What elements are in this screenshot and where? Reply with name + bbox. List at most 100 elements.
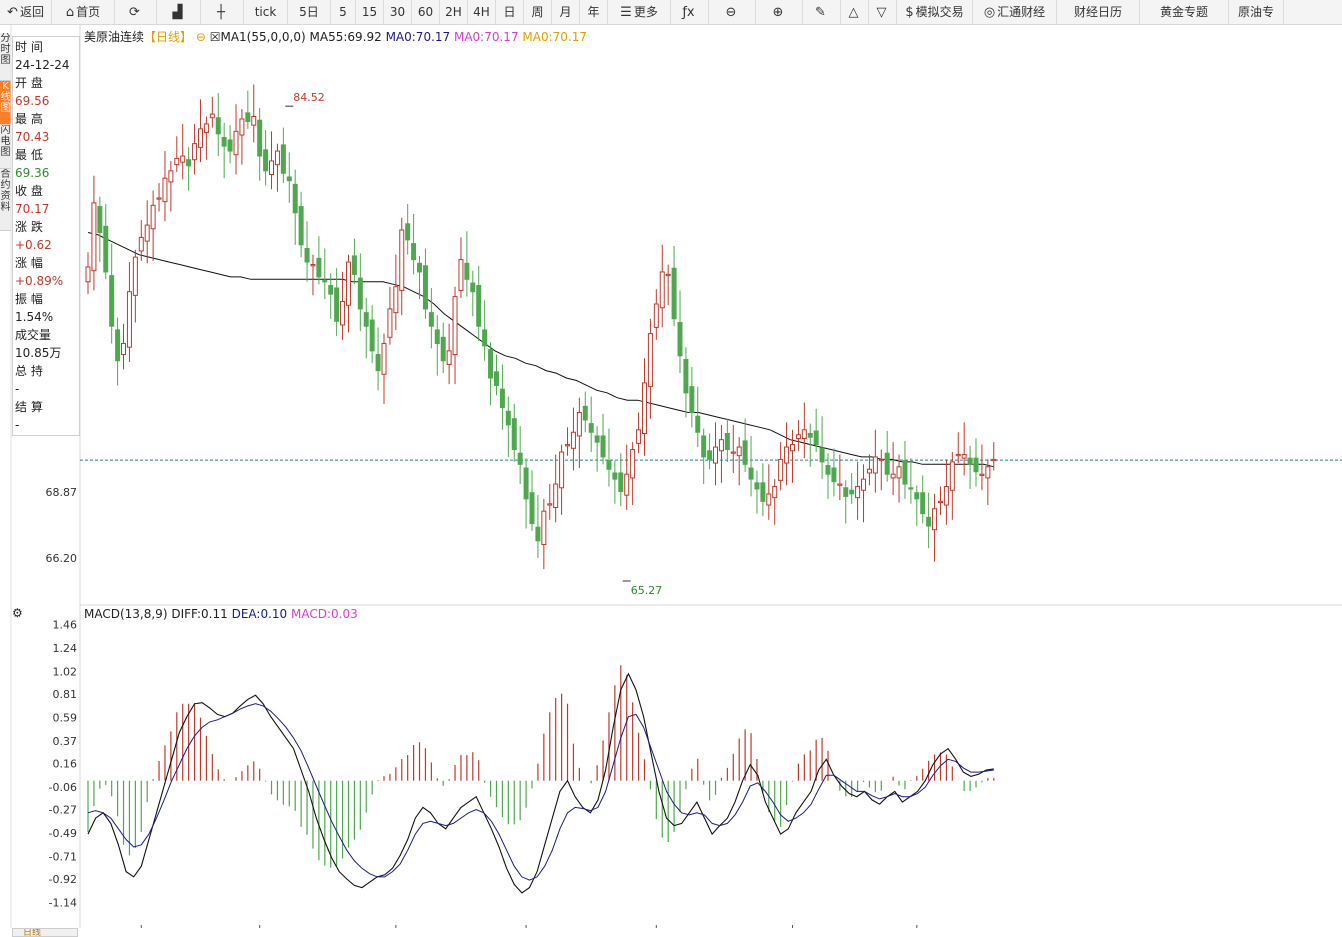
info-label: 最 低 bbox=[15, 148, 43, 162]
settings-icon[interactable]: ⊖ bbox=[192, 30, 210, 44]
macd-tick-label: -0.92 bbox=[49, 873, 77, 886]
candle-body bbox=[121, 342, 127, 356]
period-60[interactable]: 60 bbox=[412, 0, 440, 24]
candle-body bbox=[239, 118, 245, 136]
period-5[interactable]: 5 bbox=[331, 0, 356, 24]
info-value: +0.62 bbox=[15, 238, 52, 252]
zoom-in-icon: ⊕ bbox=[772, 5, 784, 20]
candle-body bbox=[689, 386, 695, 414]
macd-tick-label: -0.06 bbox=[49, 781, 77, 794]
candle-body bbox=[499, 388, 505, 409]
candle-body bbox=[470, 282, 476, 293]
candle-body bbox=[535, 526, 541, 542]
period-2h[interactable]: 2H bbox=[440, 0, 468, 24]
candle-body bbox=[493, 371, 499, 386]
back-button[interactable]: ↶ 返回 bbox=[0, 0, 52, 24]
candle-body bbox=[641, 382, 647, 434]
candle-body bbox=[872, 456, 878, 474]
period-week[interactable]: 周 bbox=[524, 0, 552, 24]
macd-tick-label: 0.37 bbox=[53, 735, 78, 748]
period-2h-label: 2H bbox=[445, 5, 462, 19]
candle-body bbox=[399, 229, 405, 291]
period-5day[interactable]: 5日 bbox=[288, 0, 331, 24]
oil-topic-button[interactable]: 原油专 bbox=[1229, 0, 1284, 24]
macd-tick-label: -0.49 bbox=[49, 827, 77, 840]
candle-body bbox=[298, 206, 304, 246]
simulated-trading-button[interactable]: $ 模拟交易 bbox=[897, 0, 973, 24]
period-month[interactable]: 月 bbox=[552, 0, 580, 24]
candle-body bbox=[630, 449, 636, 479]
candle-body bbox=[647, 333, 653, 388]
triangle-up-button[interactable]: △ bbox=[841, 0, 869, 24]
side-tab-1[interactable]: K线图 bbox=[0, 81, 11, 125]
zoom-out-button[interactable]: ⊖ bbox=[709, 0, 756, 24]
period-4h[interactable]: 4H bbox=[468, 0, 496, 24]
home-button[interactable]: ⌂ 首页 bbox=[52, 0, 115, 24]
triangle-up-icon: △ bbox=[848, 5, 859, 20]
candle-body bbox=[778, 458, 784, 481]
info-label: 收 盘 bbox=[15, 184, 43, 198]
calendar-button[interactable]: 财经日历 bbox=[1057, 0, 1140, 24]
candle-body bbox=[280, 144, 286, 174]
candle-body bbox=[458, 259, 464, 291]
zoom-in-button[interactable]: ⊕ bbox=[756, 0, 803, 24]
candle-body bbox=[174, 157, 180, 166]
formula-button[interactable]: ƒx bbox=[671, 0, 709, 24]
refresh-button[interactable]: ⟳ bbox=[115, 0, 157, 24]
fx678-button[interactable]: ◎ 汇通财经 bbox=[973, 0, 1057, 24]
period-year[interactable]: 年 bbox=[580, 0, 608, 24]
candle-body bbox=[843, 487, 849, 497]
side-tab-3[interactable]: 合约资料 bbox=[0, 169, 11, 231]
candle-body bbox=[837, 483, 843, 486]
candle-body bbox=[588, 423, 594, 433]
candle-body bbox=[328, 285, 334, 295]
candle-body bbox=[724, 433, 730, 451]
draw-button[interactable]: ✎ bbox=[803, 0, 841, 24]
candle-body bbox=[369, 319, 375, 352]
candle-body bbox=[203, 123, 209, 134]
home-button-label: 首页 bbox=[76, 5, 101, 19]
candle-body bbox=[730, 451, 736, 454]
period-label: 【日线】 bbox=[144, 30, 193, 44]
side-tab-0[interactable]: 分时图 bbox=[0, 33, 11, 81]
candle-body bbox=[393, 286, 399, 314]
candle-body bbox=[707, 450, 713, 460]
ma-checkbox-icon[interactable]: ☒ bbox=[209, 30, 221, 44]
candle-body bbox=[701, 435, 707, 458]
candle-body bbox=[286, 176, 292, 182]
macd-gear-icon[interactable]: ⚙ bbox=[12, 606, 23, 620]
gold-topic-button[interactable]: 黄金专题 bbox=[1140, 0, 1229, 24]
more-button[interactable]: ☰ 更多 bbox=[608, 0, 671, 24]
info-value: 69.36 bbox=[15, 166, 50, 180]
draw-icon: ✎ bbox=[815, 5, 826, 20]
candle-body bbox=[251, 116, 257, 126]
candle-type-button[interactable]: ┼ bbox=[201, 0, 244, 24]
info-label: 涨 跌 bbox=[15, 220, 43, 234]
candle-body bbox=[334, 287, 340, 322]
candle-body bbox=[138, 236, 144, 252]
period-30[interactable]: 30 bbox=[384, 0, 412, 24]
triangle-down-button[interactable]: ▽ bbox=[869, 0, 897, 24]
candle-body bbox=[464, 262, 470, 280]
info-value: 10.85万 bbox=[15, 346, 62, 360]
period-tick[interactable]: tick bbox=[244, 0, 288, 24]
side-tab-2[interactable]: 闪电图 bbox=[0, 125, 11, 169]
chart-type-button[interactable]: ▟ bbox=[157, 0, 201, 24]
candle-body bbox=[523, 467, 529, 500]
more-button-label: 更多 bbox=[633, 5, 658, 19]
period-4h-label: 4H bbox=[473, 5, 490, 19]
period-15[interactable]: 15 bbox=[356, 0, 384, 24]
macd-tick-label: -0.27 bbox=[49, 804, 77, 817]
period-day[interactable]: 日 bbox=[496, 0, 524, 24]
candle-body bbox=[375, 354, 381, 372]
period-tab[interactable]: 日线 bbox=[12, 928, 78, 937]
price-tick-label: 68.87 bbox=[46, 486, 78, 499]
candle-body bbox=[677, 322, 683, 357]
info-value: +0.89% bbox=[15, 274, 64, 288]
gold-topic-button-label: 黄金专题 bbox=[1159, 5, 1208, 19]
candle-body bbox=[772, 486, 778, 499]
candle-body bbox=[979, 473, 985, 476]
candle-body bbox=[150, 204, 156, 230]
